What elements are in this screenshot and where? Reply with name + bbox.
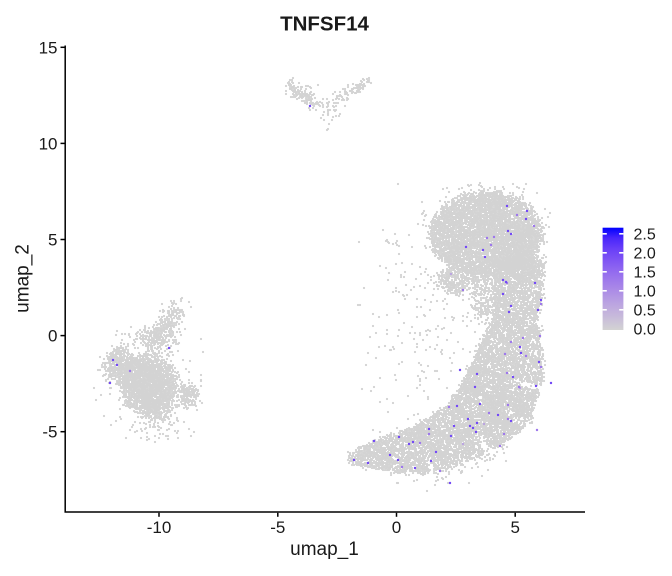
svg-text:0: 0	[392, 518, 401, 537]
svg-text:-5: -5	[270, 518, 285, 537]
svg-text:-10: -10	[147, 518, 172, 537]
svg-text:TNFSF14: TNFSF14	[280, 13, 369, 36]
svg-text:2.5: 2.5	[634, 226, 656, 243]
svg-text:umap_2: umap_2	[13, 244, 34, 313]
svg-text:0.0: 0.0	[634, 321, 656, 338]
svg-text:0: 0	[48, 327, 57, 346]
svg-text:1.5: 1.5	[634, 264, 656, 281]
svg-text:0.5: 0.5	[634, 302, 656, 319]
svg-text:umap_1: umap_1	[290, 539, 359, 560]
svg-text:15: 15	[39, 38, 58, 57]
svg-text:5: 5	[510, 518, 519, 537]
svg-text:10: 10	[39, 134, 58, 153]
svg-text:-5: -5	[42, 423, 57, 442]
svg-text:1.0: 1.0	[634, 283, 656, 300]
svg-text:5: 5	[48, 231, 57, 250]
svg-text:2.0: 2.0	[634, 245, 656, 262]
